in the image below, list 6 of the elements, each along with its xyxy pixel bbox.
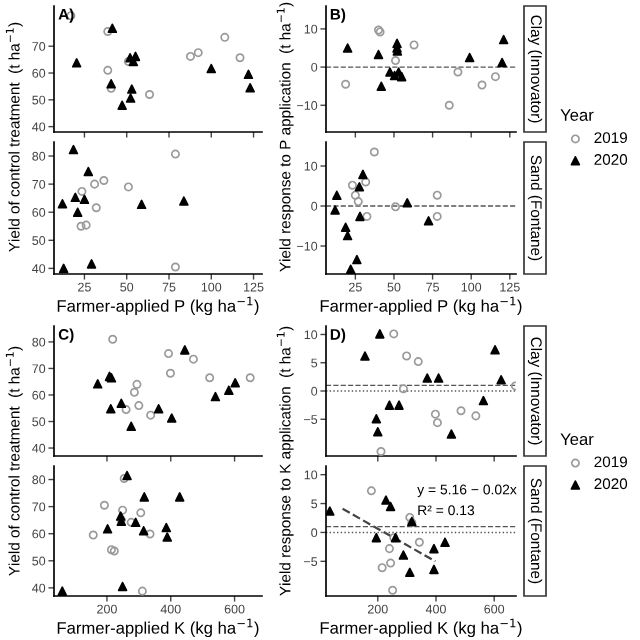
legend-title: Year [560, 433, 594, 446]
x-axis-title: Farmer-applied P (kg ha$^{−1}$) [57, 296, 259, 316]
legend-title: Year [560, 109, 594, 121]
x-axis-title: Farmer-applied P (kg ha$^{−1}$) [320, 296, 522, 316]
x-axis-title: Farmer-applied K (kg ha$^{−1}$) [57, 618, 259, 638]
x-axis-title: Farmer-applied K (kg ha$^{−1}$) [320, 618, 522, 638]
